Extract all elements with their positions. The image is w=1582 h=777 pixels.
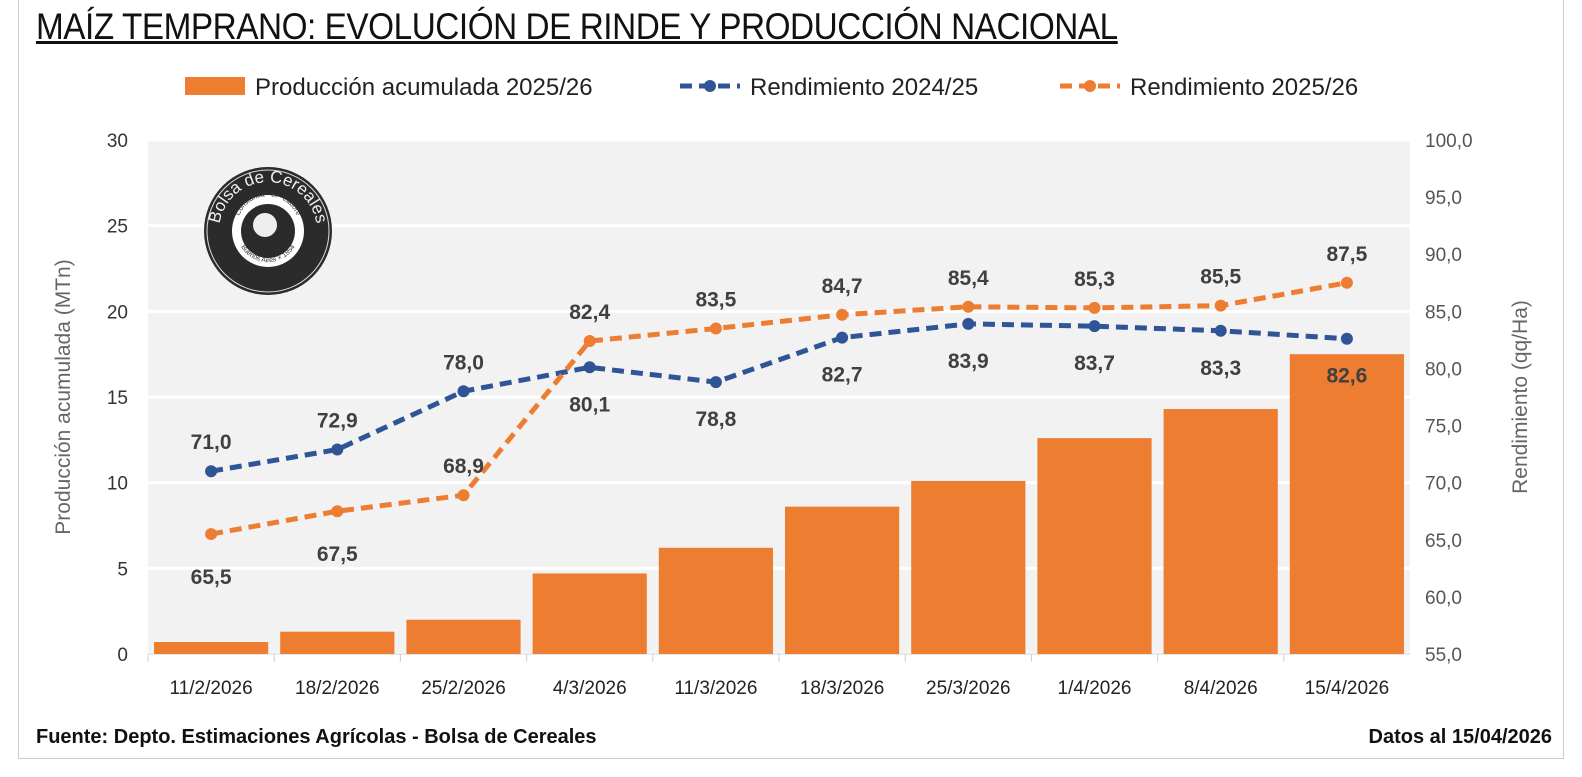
line-point xyxy=(331,505,344,518)
data-label: 67,5 xyxy=(317,543,358,566)
bar xyxy=(154,642,269,654)
line-point xyxy=(205,465,218,478)
data-label: 72,9 xyxy=(317,410,358,433)
y-tick-label: 10 xyxy=(107,474,128,495)
y2-tick-label: 55,0 xyxy=(1425,645,1462,666)
data-label: 85,4 xyxy=(948,267,989,290)
line-point xyxy=(1088,320,1101,333)
data-label: 83,5 xyxy=(695,288,736,311)
y2-tick-label: 90,0 xyxy=(1425,245,1462,266)
line-point xyxy=(709,376,722,389)
data-label: 83,7 xyxy=(1074,352,1115,375)
data-label: 85,5 xyxy=(1200,266,1241,289)
legend-label: Producción acumulada 2025/26 xyxy=(255,74,593,101)
x-tick-label: 18/3/2026 xyxy=(800,678,885,699)
legend-marker xyxy=(704,80,716,92)
bar xyxy=(785,506,900,654)
y2-tick-label: 100,0 xyxy=(1425,131,1473,152)
y2-tick-label: 80,0 xyxy=(1425,359,1462,380)
legend-marker xyxy=(1084,80,1096,92)
data-label: 80,1 xyxy=(569,393,610,416)
y2-tick-label: 75,0 xyxy=(1425,417,1462,438)
data-label: 82,4 xyxy=(569,301,610,324)
x-tick-label: 18/2/2026 xyxy=(295,678,380,699)
y-tick-label: 15 xyxy=(107,388,128,409)
data-label: 84,7 xyxy=(822,275,863,298)
data-label: 78,8 xyxy=(695,408,736,431)
y-tick-label: 30 xyxy=(107,131,128,152)
line-point xyxy=(205,528,218,541)
bar xyxy=(1289,354,1404,654)
line-point xyxy=(1214,324,1227,337)
data-label: 83,3 xyxy=(1200,357,1241,380)
line-point xyxy=(583,335,596,348)
y2-tick-label: 85,0 xyxy=(1425,302,1462,323)
legend-label: Rendimiento 2024/25 xyxy=(750,74,978,101)
x-tick-label: 4/3/2026 xyxy=(553,678,627,699)
date-note: Datos al 15/04/2026 xyxy=(1368,726,1552,748)
y-axis-label: Producción acumulada (MTn) xyxy=(52,259,75,534)
bar xyxy=(280,631,395,654)
line-point xyxy=(836,331,849,344)
data-label: 71,0 xyxy=(191,431,232,454)
data-label: 87,5 xyxy=(1326,243,1367,266)
x-tick-label: 15/4/2026 xyxy=(1305,678,1390,699)
x-tick-label: 8/4/2026 xyxy=(1184,678,1258,699)
line-point xyxy=(1340,276,1353,289)
y2-axis-label: Rendimiento (qq/Ha) xyxy=(1509,300,1532,494)
data-label: 78,0 xyxy=(443,351,484,374)
line-2024-25 xyxy=(210,321,1348,474)
figure-frame xyxy=(18,0,1564,759)
x-tick-label: 25/3/2026 xyxy=(926,678,1011,699)
bar xyxy=(1163,408,1278,654)
bar xyxy=(658,547,773,654)
line-point xyxy=(457,489,470,502)
x-tick-label: 25/2/2026 xyxy=(421,678,506,699)
y-tick-label: 5 xyxy=(117,559,128,580)
y2-tick-label: 95,0 xyxy=(1425,188,1462,209)
y2-tick-label: 65,0 xyxy=(1425,531,1462,552)
line-point xyxy=(1340,332,1353,345)
data-label: 82,7 xyxy=(822,364,863,387)
chart: 0 5 10 15 20 25 30 55,0 60,0 65,0 70,0 75,0 80,0 85,0… xyxy=(52,74,1532,699)
line-2025-26 xyxy=(210,280,1348,537)
line-point xyxy=(1088,301,1101,314)
bar xyxy=(1037,438,1152,654)
y2-tick-label: 70,0 xyxy=(1425,474,1462,495)
bar xyxy=(911,480,1026,654)
y-tick-label: 20 xyxy=(107,302,128,323)
line-point xyxy=(1214,299,1227,312)
chart-title: MAÍZ TEMPRANO: EVOLUCIÓN DE RINDE Y PROD… xyxy=(36,6,1118,47)
data-label: 85,3 xyxy=(1074,268,1115,291)
data-label: 65,5 xyxy=(191,566,232,589)
line-point xyxy=(962,300,975,313)
x-tick-label: 11/2/2026 xyxy=(170,678,253,699)
y-tick-label: 25 xyxy=(107,217,128,238)
x-tick-label: 1/4/2026 xyxy=(1058,678,1132,699)
line-point xyxy=(583,361,596,374)
data-label: 68,9 xyxy=(443,455,484,478)
legend-swatch-bar xyxy=(185,77,245,95)
bar xyxy=(406,619,521,654)
bar xyxy=(532,573,647,654)
line-point xyxy=(962,317,975,330)
source-note: Fuente: Depto. Estimaciones Agrícolas - … xyxy=(36,726,597,748)
logo-portrait xyxy=(253,213,277,237)
line-point xyxy=(331,443,344,456)
line-point xyxy=(709,322,722,335)
data-label: 83,9 xyxy=(948,350,989,373)
line-point xyxy=(836,308,849,321)
y-tick-label: 0 xyxy=(117,645,128,666)
line-point xyxy=(457,385,470,398)
legend-label: Rendimiento 2025/26 xyxy=(1130,74,1358,101)
x-tick-label: 11/3/2026 xyxy=(674,678,757,699)
y2-tick-label: 60,0 xyxy=(1425,588,1462,609)
data-label: 82,6 xyxy=(1326,365,1367,388)
